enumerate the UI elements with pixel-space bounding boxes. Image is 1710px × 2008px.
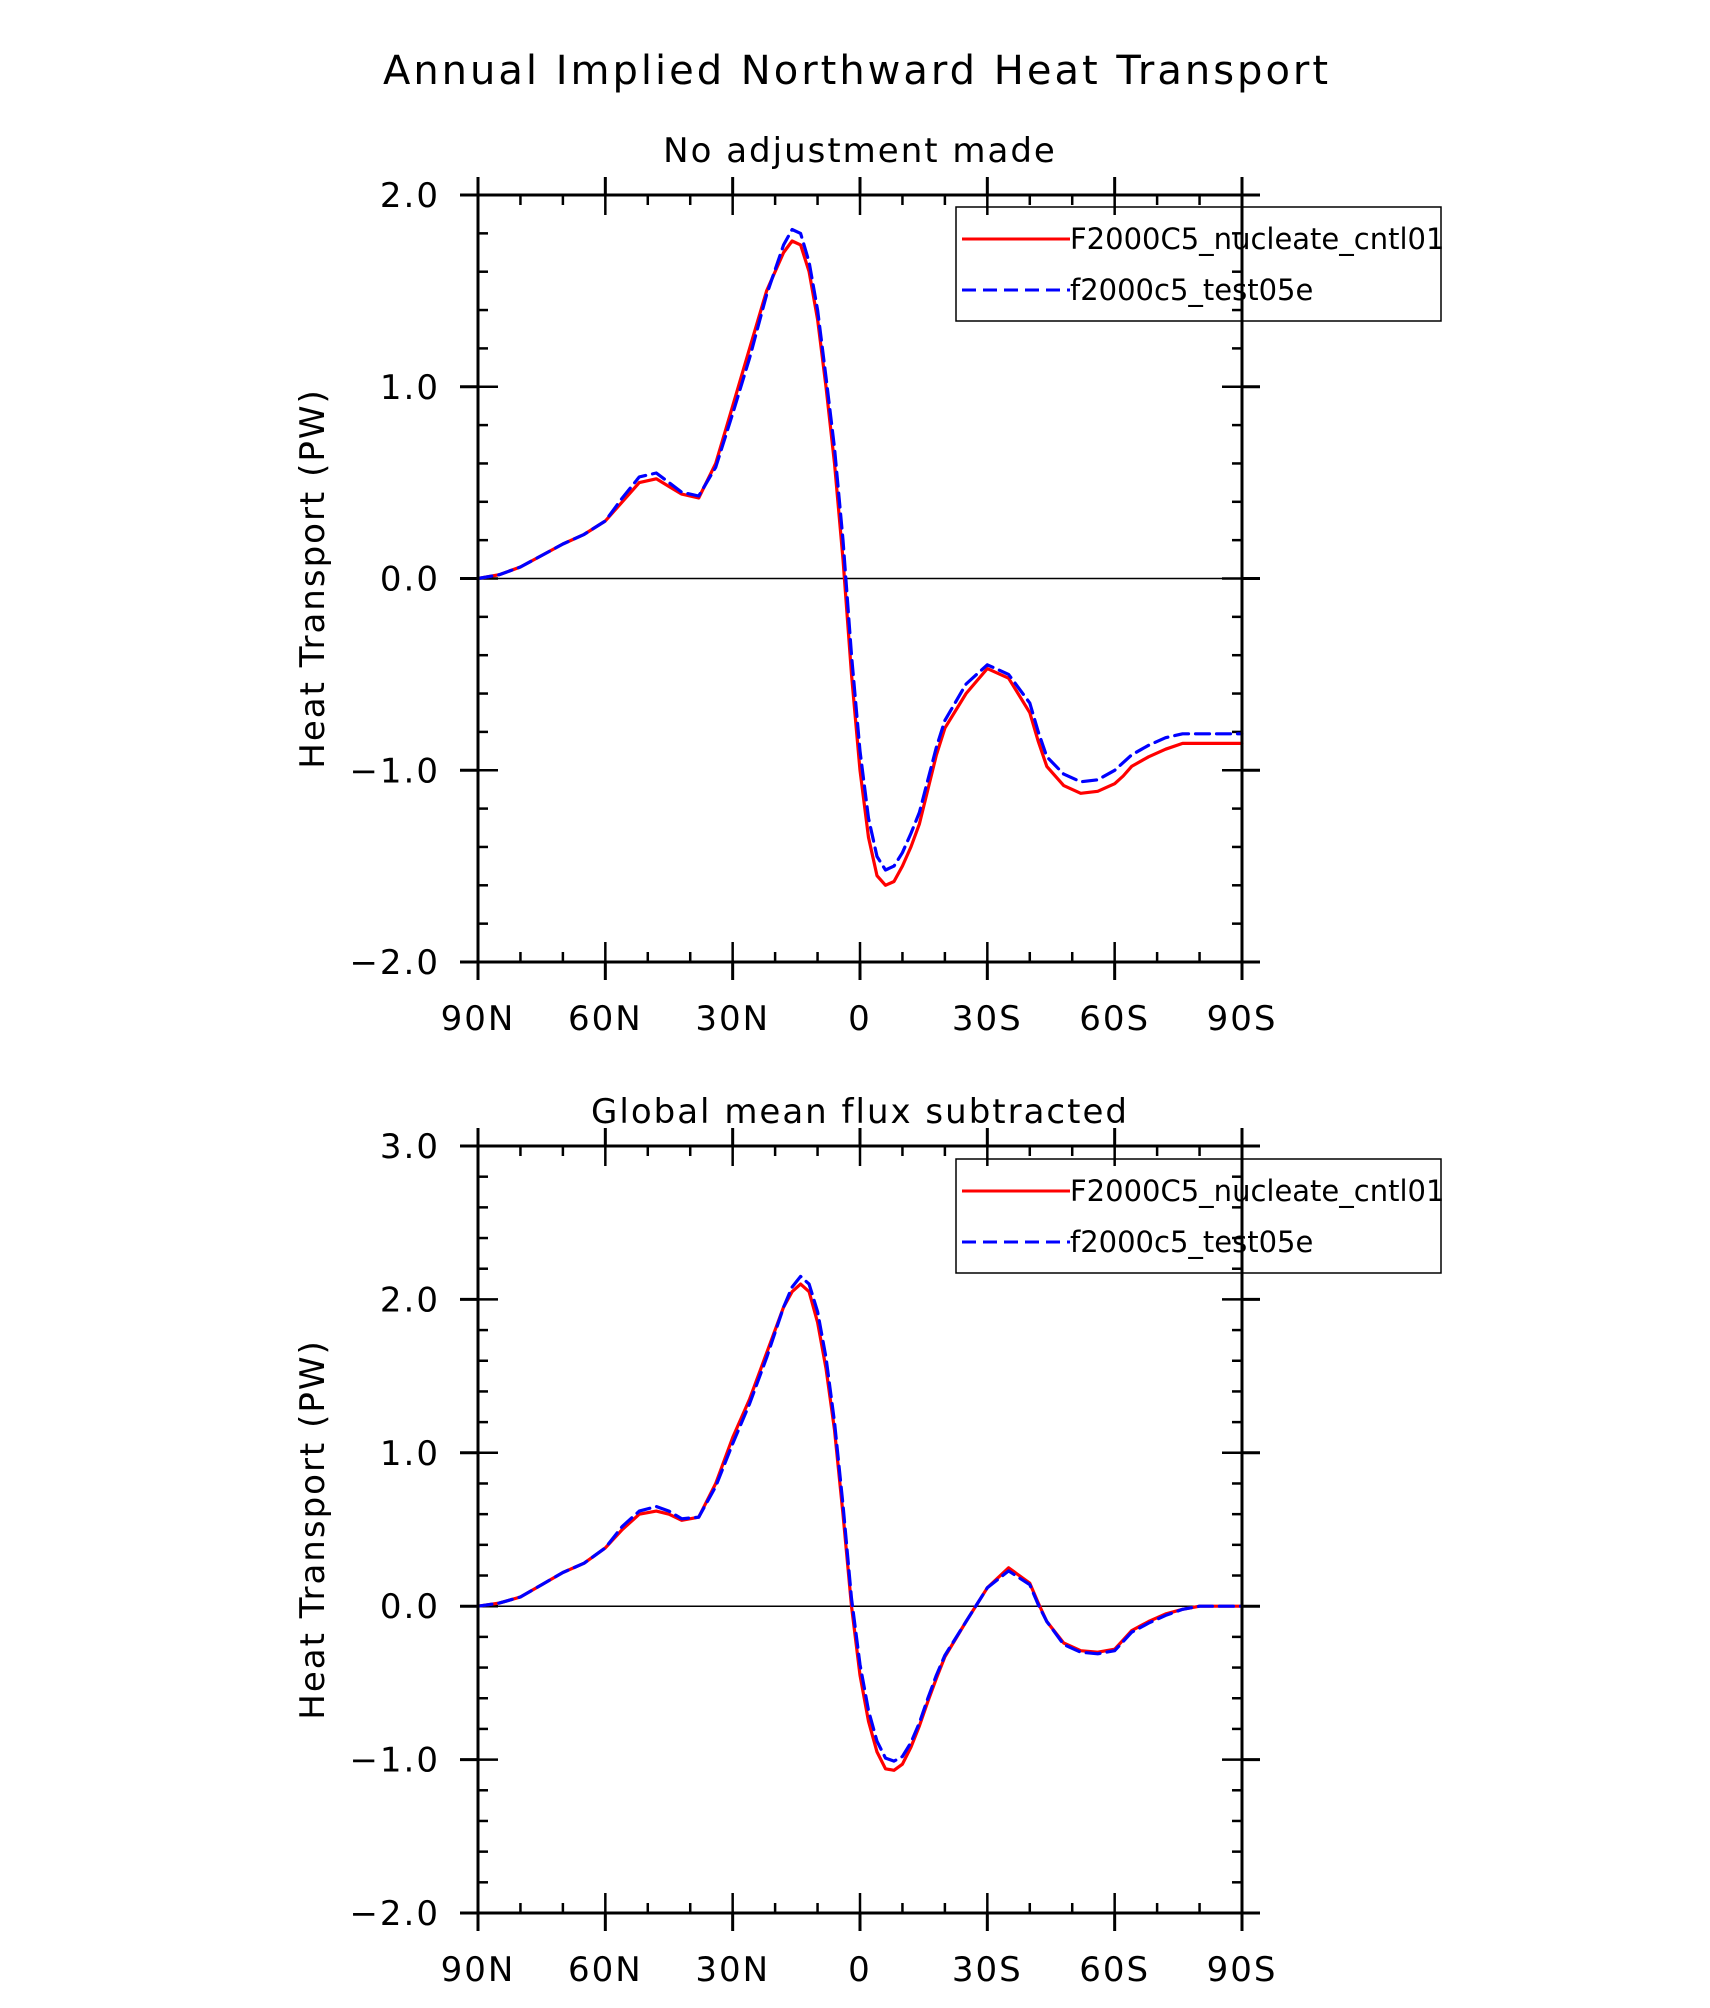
x-tick-label: 60N [568, 999, 643, 1039]
panel-title: Global mean flux subtracted [591, 1092, 1129, 1132]
y-tick-label: −1.0 [349, 1741, 440, 1781]
series-line-2 [476, 1274, 1244, 1763]
x-tick-label: 30N [695, 999, 770, 1039]
x-tick-label: 90N [441, 999, 516, 1039]
legend-box [955, 1158, 1442, 1274]
y-axis-label: Heat Transport (PW) [293, 1339, 333, 1719]
legend-label-1: F2000C5_nucleate_cntl01 [1070, 1174, 1444, 1208]
y-tick-label: 1.0 [380, 1434, 440, 1474]
panel-no-adjustment: No adjustment made Heat Transport (PW) 90N… [293, 131, 1444, 1039]
x-tick-label: 60S [1079, 1950, 1150, 1990]
panel-global-mean-subtracted: Global mean flux subtracted Heat Transpor… [293, 1092, 1444, 1990]
y-axis-label: Heat Transport (PW) [293, 388, 333, 768]
y-tick-label: 0.0 [380, 1587, 440, 1627]
x-tick-label: 90N [441, 1950, 516, 1990]
x-tick-label: 0 [848, 999, 872, 1039]
series-line-1 [476, 239, 1244, 887]
x-tick-label: 0 [848, 1950, 872, 1990]
y-tick-label: 2.0 [380, 1280, 440, 1320]
legend-box [955, 206, 1442, 322]
y-tick-label: 3.0 [380, 1127, 440, 1167]
y-tick-label: 1.0 [380, 368, 440, 408]
plot-frame [476, 1144, 1244, 1915]
x-tick-label: 90S [1207, 1950, 1278, 1990]
y-tick-label: −1.0 [349, 751, 440, 791]
legend-label-2: f2000c5_test05e [1070, 273, 1313, 307]
x-tick-label: 30S [952, 999, 1023, 1039]
panel-title: No adjustment made [663, 131, 1057, 171]
x-tick-label: 30S [952, 1950, 1023, 1990]
plot-frame [476, 193, 1244, 964]
figure-title: Annual Implied Northward Heat Transport [383, 48, 1331, 94]
x-tick-label: 60S [1079, 999, 1150, 1039]
x-tick-label: 60N [568, 1950, 643, 1990]
x-tick-label: 30N [695, 1950, 770, 1990]
legend-label-2: f2000c5_test05e [1070, 1225, 1313, 1259]
x-tick-label: 90S [1207, 999, 1278, 1039]
y-tick-label: 0.0 [380, 560, 440, 600]
legend-label-1: F2000C5_nucleate_cntl01 [1070, 222, 1444, 256]
y-tick-label: 2.0 [380, 176, 440, 216]
y-tick-label: −2.0 [349, 943, 440, 983]
y-tick-label: −2.0 [349, 1894, 440, 1934]
series-line-2 [476, 227, 1244, 872]
